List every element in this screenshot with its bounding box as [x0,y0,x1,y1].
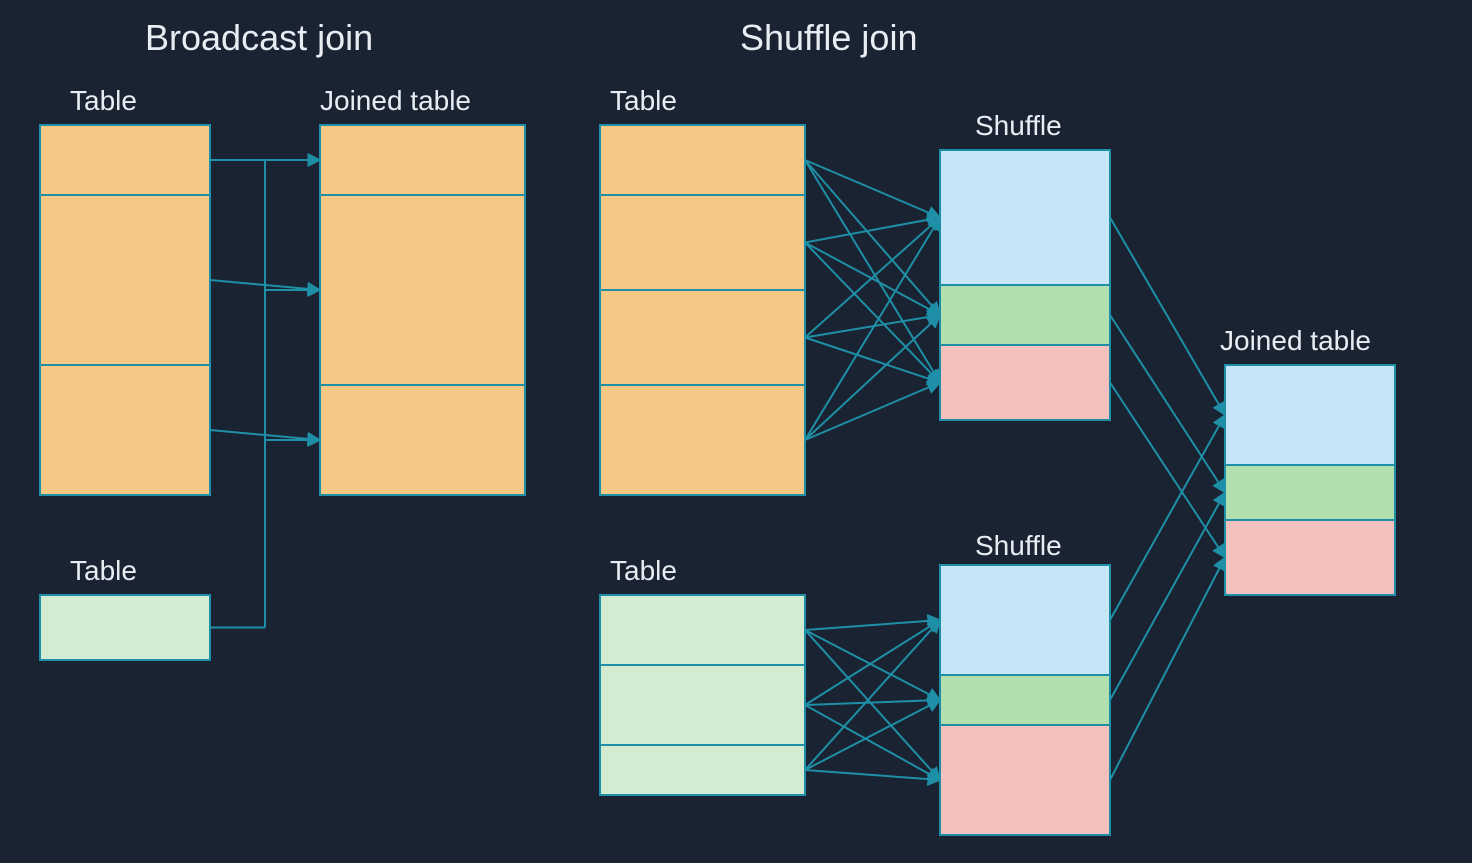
s_table2-row [600,665,805,745]
s_shuffle1-row [940,150,1110,285]
shuffle-edge [805,700,940,770]
shuffle-to-joined-edge [1110,315,1225,493]
s_table1-label: Table [610,85,677,116]
shuffle-edge [805,243,940,383]
shuffle-to-joined-edge [1110,218,1225,416]
b_table1-label: Table [70,85,137,116]
s_shuffle2-label: Shuffle [975,530,1062,561]
b_table1-row [40,365,210,495]
s_joined-row [1225,465,1395,520]
b_table1-box [40,125,210,495]
s_shuffle1-box [940,150,1110,420]
b_table1-row [40,125,210,195]
shuffle-edge [805,218,940,338]
s_shuffle1-row [940,345,1110,420]
b_joined-row [320,195,525,385]
s_shuffle2-box [940,565,1110,835]
s_shuffle2-row [940,565,1110,675]
s_shuffle2-row [940,675,1110,725]
shuffle-edge [805,218,940,441]
shuffle-edge [805,160,940,315]
b_joined-row [320,385,525,495]
b_table2-row [40,595,210,660]
s_table1-row [600,195,805,290]
shuffle-edge [805,630,940,700]
b_joined-row [320,125,525,195]
s_table1-row [600,125,805,195]
s_joined-row [1225,365,1395,465]
s_table2-label: Table [610,555,677,586]
s_joined-box [1225,365,1395,595]
s_shuffle1-label: Shuffle [975,110,1062,141]
s_table2-row [600,745,805,795]
b_joined-box [320,125,525,495]
diagram-canvas: Broadcast join Shuffle join Table Joined ta… [0,0,1472,863]
shuffle-edge [805,383,940,441]
s_table2-box [600,595,805,795]
s_shuffle2-row [940,725,1110,835]
shuffle-edge [805,160,940,218]
shuffle-edge [805,620,940,630]
b_table2-label: Table [70,555,137,586]
shuffle-edge [805,620,940,770]
s_table1-row [600,385,805,495]
shuffle-edge [805,705,940,780]
b_joined-label: Joined table [320,85,471,116]
b_table2-box [40,595,210,660]
s_joined-label: Joined table [1220,325,1371,356]
shuffle-edge [805,338,940,383]
b_table1-row [40,195,210,365]
broadcast-title: Broadcast join [145,17,373,58]
s_table1-box [600,125,805,495]
s_shuffle1-row [940,285,1110,345]
shuffle-edge [805,620,940,705]
shuffle-title: Shuffle join [740,17,917,58]
shuffle-edge [805,160,940,383]
s_table2-row [600,595,805,665]
shuffle-edge [805,770,940,780]
shuffle-to-joined-edge [1110,383,1225,558]
s_table1-row [600,290,805,385]
s_joined-row [1225,520,1395,595]
